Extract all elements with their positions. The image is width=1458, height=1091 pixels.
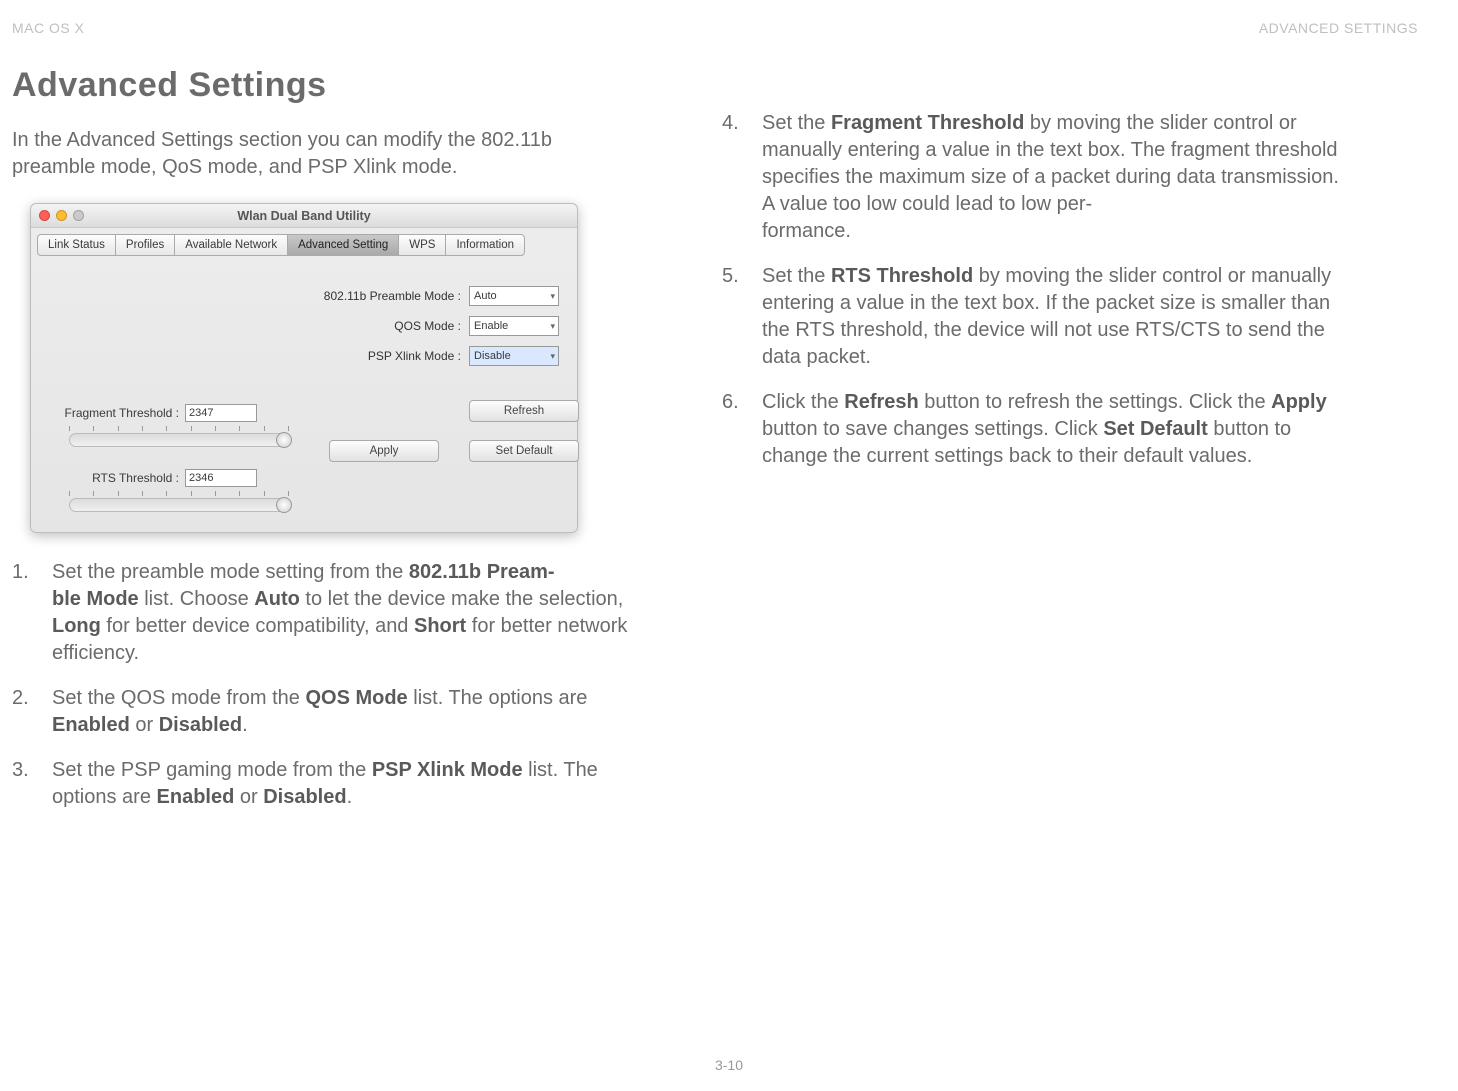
rts-input[interactable]: 2346: [185, 469, 257, 487]
tab-wps[interactable]: WPS: [398, 234, 445, 256]
right-column: 4.Set the Fragment Threshold by moving t…: [722, 66, 1342, 829]
step-3: 3.Set the PSP gaming mode from the PSP X…: [12, 757, 632, 811]
page-number: 3-10: [715, 1057, 743, 1073]
preamble-value: Auto: [474, 290, 497, 302]
intro-text: In the Advanced Settings section you can…: [12, 127, 632, 181]
left-column: Advanced Settings In the Advanced Settin…: [12, 66, 632, 829]
page-header: MAC OS X ADVANCED SETTINGS: [12, 20, 1418, 36]
tab-bar: Link Status Profiles Available Network A…: [37, 234, 571, 256]
window-titlebar: Wlan Dual Band Utility: [31, 204, 577, 228]
qos-select[interactable]: Enable: [469, 316, 559, 336]
slider-knob-icon[interactable]: [276, 432, 292, 448]
fragment-label: Fragment Threshold :: [49, 406, 179, 420]
tab-link-status[interactable]: Link Status: [37, 234, 115, 256]
slider-knob-icon[interactable]: [276, 497, 292, 513]
preamble-label: 802.11b Preamble Mode :: [324, 289, 461, 303]
close-icon[interactable]: [39, 210, 50, 221]
tab-profiles[interactable]: Profiles: [115, 234, 174, 256]
qos-value: Enable: [474, 320, 508, 332]
rts-slider[interactable]: [69, 491, 289, 512]
apply-button[interactable]: Apply: [329, 440, 439, 462]
psp-label: PSP Xlink Mode :: [368, 349, 461, 363]
preamble-select[interactable]: Auto: [469, 286, 559, 306]
minimize-icon[interactable]: [56, 210, 67, 221]
step-5: 5.Set the RTS Threshold by moving the sl…: [722, 263, 1342, 371]
page-title: Advanced Settings: [12, 66, 632, 105]
rts-label: RTS Threshold :: [49, 471, 179, 485]
fragment-input[interactable]: 2347: [185, 404, 257, 422]
window-title: Wlan Dual Band Utility: [31, 209, 577, 223]
traffic-lights: [39, 210, 84, 221]
refresh-button[interactable]: Refresh: [469, 400, 579, 422]
steps-left: 1.Set the preamble mode setting from the…: [12, 559, 632, 811]
header-right: ADVANCED SETTINGS: [1259, 20, 1418, 36]
steps-right: 4.Set the Fragment Threshold by moving t…: [722, 110, 1342, 470]
utility-window: Wlan Dual Band Utility Link Status Profi…: [30, 203, 578, 533]
step-1: 1.Set the preamble mode setting from the…: [12, 559, 632, 667]
step-4: 4.Set the Fragment Threshold by moving t…: [722, 110, 1342, 245]
set-default-button[interactable]: Set Default: [469, 440, 579, 462]
tab-information[interactable]: Information: [445, 234, 525, 256]
psp-select[interactable]: Disable: [469, 346, 559, 366]
qos-label: QOS Mode :: [394, 319, 461, 333]
tab-advanced-setting[interactable]: Advanced Setting: [287, 234, 398, 256]
header-left: MAC OS X: [12, 20, 84, 36]
psp-value: Disable: [474, 350, 511, 362]
zoom-icon[interactable]: [73, 210, 84, 221]
tab-available-network[interactable]: Available Network: [174, 234, 287, 256]
step-2: 2.Set the QOS mode from the QOS Mode lis…: [12, 685, 632, 739]
fragment-slider[interactable]: [69, 426, 289, 447]
step-6: 6.Click the Refresh button to refresh th…: [722, 389, 1342, 470]
